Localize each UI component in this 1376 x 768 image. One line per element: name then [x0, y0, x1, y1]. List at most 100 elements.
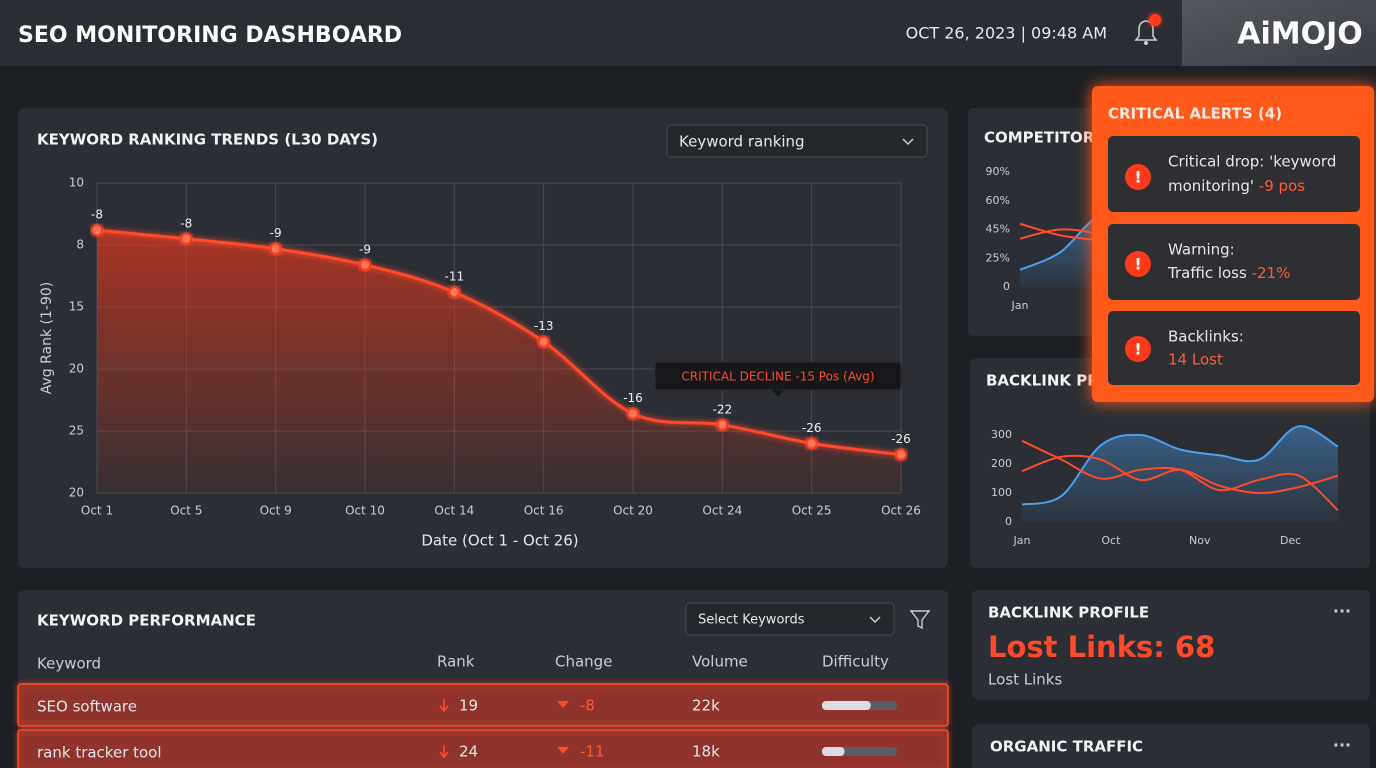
- point: [805, 437, 818, 450]
- alert-card[interactable]: [1108, 311, 1360, 385]
- x-tick-label: Oct: [1101, 534, 1121, 547]
- y-tick-label: 200: [991, 457, 1012, 470]
- x-tick-label: Oct 16: [524, 504, 564, 518]
- point-label: -11: [445, 270, 465, 284]
- y-tick-label: 25: [69, 424, 84, 438]
- volume-cell: 22k: [692, 697, 720, 715]
- point: [91, 224, 103, 237]
- x-tick-label: Oct 14: [434, 504, 474, 518]
- area: [1022, 426, 1338, 522]
- x-tick-label: Jan: [1011, 299, 1029, 312]
- keyword-cell: rank tracker tool: [37, 744, 162, 762]
- svg-text:!: !: [1134, 340, 1141, 359]
- point-label: -13: [534, 319, 554, 333]
- datetime: OCT 26, 2023 | 09:48 AM: [906, 24, 1107, 43]
- point-label: -26: [891, 432, 911, 446]
- card-menu[interactable]: ···: [1333, 736, 1351, 755]
- card-headline: Lost Links: 68: [988, 630, 1215, 664]
- y-tick-label: 100: [991, 486, 1012, 499]
- x-axis-label: Date (Oct 1 - Oct 26): [421, 532, 578, 550]
- point: [448, 286, 461, 299]
- line: [1021, 454, 1339, 495]
- column-header: Change: [555, 653, 612, 671]
- rank-cell: 19: [459, 697, 478, 715]
- point-label: -16: [623, 391, 643, 405]
- card-title: ORGANIC TRAFFIC: [990, 738, 1143, 756]
- alert-line: monitoring': [1168, 177, 1254, 195]
- y-tick-label: 0: [1005, 515, 1012, 528]
- table-row[interactable]: [17, 683, 949, 727]
- svg-text:!: !: [1134, 255, 1141, 274]
- card-title: BACKLINK PROFILE: [988, 604, 1149, 622]
- x-tick-label: Oct 10: [345, 504, 385, 518]
- point: [180, 232, 193, 245]
- change-cell: -11: [580, 743, 605, 761]
- alert-highlight: 14 Lost: [1168, 351, 1223, 369]
- point: [895, 448, 907, 461]
- column-header: Keyword: [37, 655, 101, 673]
- card-menu[interactable]: ···: [1333, 602, 1351, 621]
- x-tick-label: Oct 1: [81, 504, 113, 518]
- change-arrow: [557, 747, 569, 754]
- alert-line: Traffic loss: [1167, 264, 1247, 282]
- logo: AiMOJO: [1237, 17, 1363, 52]
- y-tick-label: 25%: [986, 251, 1010, 264]
- alert-card[interactable]: [1108, 224, 1360, 300]
- alert-text: Critical drop: 'keyword: [1168, 153, 1336, 171]
- rank-cell: 24: [459, 743, 478, 761]
- svg-text:!: !: [1134, 168, 1141, 187]
- rank-arrow: [439, 745, 449, 759]
- dropdown[interactable]: [666, 124, 928, 158]
- keyword-cell: SEO software: [37, 698, 137, 716]
- column-header: Rank: [437, 653, 475, 671]
- panel-title: COMPETITOR: [984, 129, 1095, 147]
- header-bar: [0, 0, 1376, 66]
- point-label: -9: [359, 242, 371, 256]
- x-tick-label: Dec: [1280, 534, 1301, 547]
- y-tick-label: 45%: [986, 223, 1010, 236]
- area: [97, 230, 901, 493]
- point-label: -22: [713, 402, 733, 416]
- x-tick-label: Oct 25: [792, 504, 832, 518]
- alert-text: Traffic loss -21%: [1167, 264, 1290, 282]
- point-label: -8: [91, 208, 103, 222]
- select-caret: [869, 616, 881, 624]
- alerts-title: CRITICAL ALERTS (4): [1108, 105, 1282, 123]
- alert-text: monitoring' -9 pos: [1168, 177, 1305, 195]
- keyword-select[interactable]: [685, 602, 895, 636]
- y-tick-label: 10: [69, 176, 84, 190]
- point: [537, 335, 550, 348]
- y-tick-label: 60%: [986, 194, 1010, 207]
- dropdown-caret: [902, 138, 914, 146]
- x-tick-label: Nov: [1189, 534, 1211, 547]
- line: [1021, 425, 1339, 506]
- table-row[interactable]: [17, 729, 949, 768]
- notification-bell[interactable]: [1134, 14, 1161, 45]
- point-label: -8: [180, 216, 192, 230]
- alert-card[interactable]: [1108, 136, 1360, 212]
- point: [359, 258, 371, 271]
- column-header: Difficulty: [822, 653, 889, 671]
- y-tick-label: 20: [69, 362, 84, 376]
- line: [96, 228, 902, 457]
- x-tick-label: Oct 26: [881, 504, 921, 518]
- volume-cell: 18k: [692, 743, 720, 761]
- alert-text: Backlinks:: [1168, 328, 1244, 346]
- panel-title: KEYWORD RANKING TRENDS (L30 DAYS): [37, 131, 378, 149]
- point: [627, 407, 639, 420]
- filter-button[interactable]: [909, 610, 931, 630]
- dropdown-label: Keyword ranking: [679, 133, 805, 151]
- y-axis-label: Avg Rank (1-90): [39, 282, 55, 395]
- logo-box: [1182, 0, 1376, 66]
- difficulty-bar: [822, 747, 845, 756]
- y-tick-label: 90%: [986, 165, 1010, 178]
- alert-text: Warning:: [1168, 241, 1235, 259]
- annotation: CRITICAL DECLINE -15 Pos (Avg): [681, 370, 874, 384]
- alert-highlight: -21%: [1252, 264, 1291, 282]
- card-caption: Lost Links: [988, 671, 1062, 689]
- point: [716, 418, 729, 431]
- alerts-panel: CRITICAL ALERTS (4) ! Critical drop: 'ke…: [1092, 86, 1374, 402]
- change-cell: -8: [580, 697, 595, 715]
- alert-icon: [1125, 251, 1151, 277]
